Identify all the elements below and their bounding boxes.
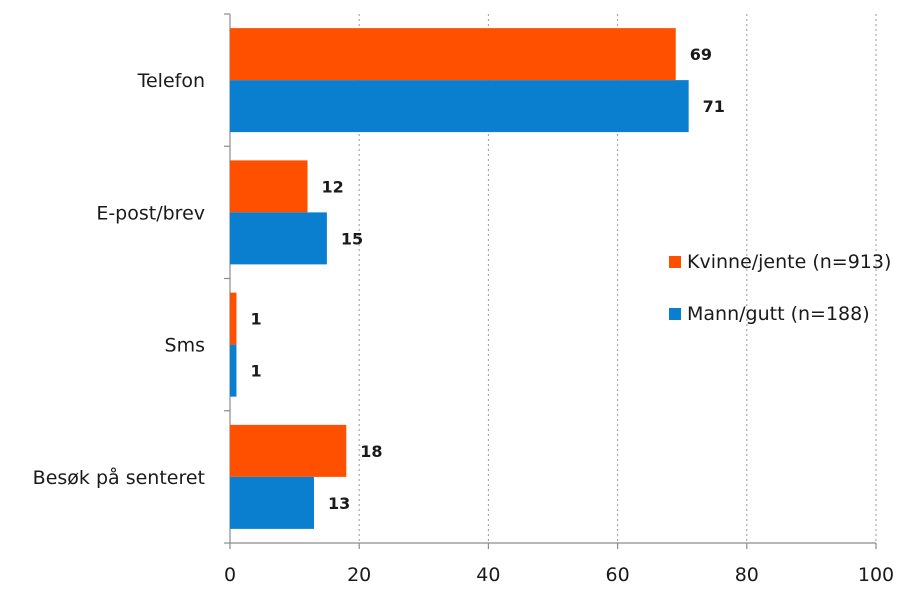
bar [230, 80, 689, 133]
legend-label: Mann/gutt (n=188) [687, 303, 870, 325]
x-tick-label: 80 [735, 564, 759, 586]
x-tick-label: 20 [347, 564, 371, 586]
x-tick-label: 40 [476, 564, 500, 586]
data-label: 69 [690, 45, 712, 64]
bar [230, 476, 314, 529]
bar [230, 344, 237, 397]
bar [230, 424, 347, 477]
data-label: 15 [341, 229, 363, 248]
bar [230, 292, 237, 345]
data-label: 18 [360, 442, 382, 461]
category-label: E-post/brev [96, 202, 205, 224]
category-label: Besøk på senteret [33, 466, 205, 489]
data-label: 13 [328, 494, 350, 513]
bar [230, 212, 327, 265]
data-label: 71 [703, 97, 725, 116]
data-label: 1 [250, 362, 261, 381]
bar [230, 160, 308, 213]
legend-swatch [669, 256, 681, 268]
legend-label: Kvinne/jente (n=913) [687, 251, 891, 273]
category-label: Telefon [137, 70, 205, 92]
x-tick-label: 100 [858, 564, 894, 586]
x-tick-label: 0 [224, 564, 236, 586]
legend-swatch [669, 308, 681, 320]
data-label: 1 [250, 310, 261, 329]
x-tick-label: 60 [606, 564, 630, 586]
bar [230, 28, 676, 81]
category-label: Sms [165, 335, 205, 357]
data-label: 12 [322, 177, 344, 196]
